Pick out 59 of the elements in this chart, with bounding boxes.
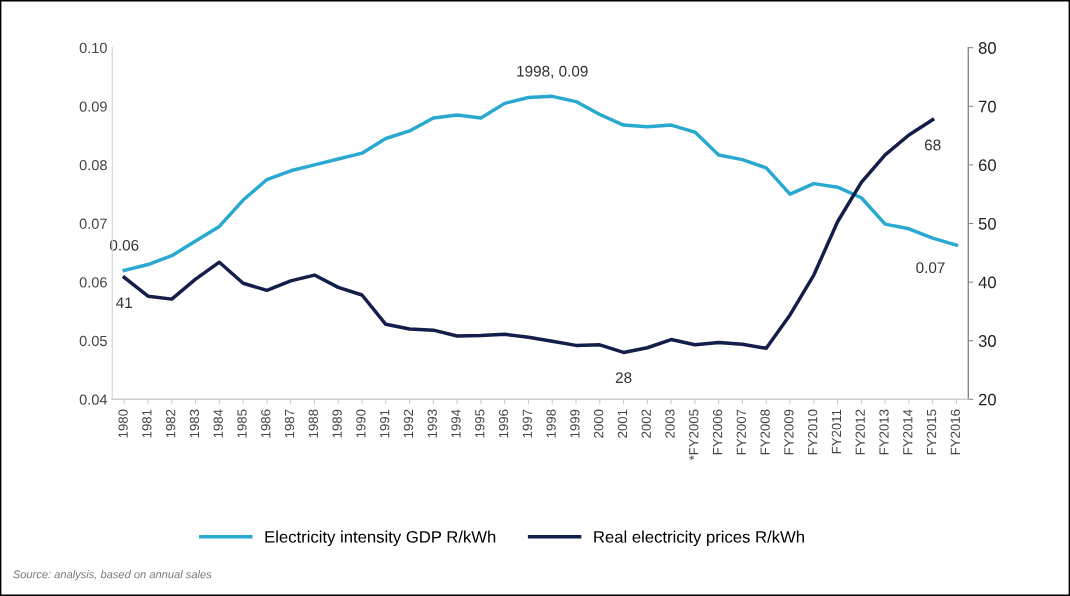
data-label: 41 xyxy=(116,297,132,308)
x-tick-label: FY2010 xyxy=(807,409,818,455)
x-tick-label: FY2012 xyxy=(855,409,865,455)
x-tick-label: FY2011 xyxy=(831,409,842,454)
x-tick-label: 1994 xyxy=(451,409,461,438)
x-tick-label: FY2014 xyxy=(903,409,913,455)
x-tick-label: 1990 xyxy=(356,409,366,438)
x-tick-label: 1982 xyxy=(165,409,176,438)
x-tick-label: 1984 xyxy=(213,409,223,438)
x-tick-label: 1988 xyxy=(308,409,318,438)
legend-label: Real electricity prices R/kWh xyxy=(594,530,804,547)
y-tick-label: 0.10 xyxy=(79,42,107,54)
x-tick-label: 1995 xyxy=(475,409,485,438)
legend-label: Electricity intensity GDP R/kWh xyxy=(265,530,496,547)
y2-tick-label: 50 xyxy=(978,217,996,230)
x-tick-label: 1993 xyxy=(427,409,437,438)
y-tick-label: 0.08 xyxy=(79,159,107,171)
x-tick-label: FY2006 xyxy=(712,409,723,455)
x-tick-label: 1987 xyxy=(284,409,295,438)
x-tick-label: 1986 xyxy=(261,409,271,438)
data-label: 0.07 xyxy=(916,262,945,274)
y-tick-label: 0.09 xyxy=(79,101,107,112)
y2-tick-label: 70 xyxy=(978,100,996,113)
x-tick-label: 1989 xyxy=(332,409,342,438)
y2-tick-label: 30 xyxy=(978,335,996,347)
source-note: Source: analysis, based on annual sales xyxy=(13,570,212,581)
y-tick-label: 0.07 xyxy=(79,218,107,229)
x-tick-label: 2001 xyxy=(617,409,628,438)
x-tick-label: 2000 xyxy=(593,409,604,438)
x-tick-label: 2002 xyxy=(641,409,651,438)
x-tick-label: 2003 xyxy=(665,409,675,438)
y2-tick-label: 80 xyxy=(978,42,996,54)
y-tick-label: 0.05 xyxy=(79,335,107,347)
y-tick-label: 0.04 xyxy=(79,394,108,405)
x-tick-label: 1981 xyxy=(142,409,152,438)
y2-tick-label: 60 xyxy=(978,159,996,172)
data-label: 1998, 0.09 xyxy=(517,65,588,79)
x-tick-label: FY2015 xyxy=(926,409,937,455)
y-tick-label: 0.06 xyxy=(79,277,107,288)
x-tick-label: 1996 xyxy=(498,409,509,438)
x-tick-label: 1980 xyxy=(118,409,128,438)
x-tick-label: 1998 xyxy=(546,409,556,438)
x-tick-label: FY2016 xyxy=(950,409,960,455)
x-tick-label: 1997 xyxy=(522,409,532,438)
x-tick-label: FY2007 xyxy=(736,409,746,455)
x-tick-label: FY2009 xyxy=(784,409,794,455)
data-label: 28 xyxy=(615,372,632,384)
x-tick-label: 1985 xyxy=(237,409,247,438)
data-label: 68 xyxy=(924,139,941,151)
y2-tick-label: 40 xyxy=(978,276,996,289)
x-tick-label: *FY2005 xyxy=(689,409,699,461)
x-tick-label: 1992 xyxy=(403,409,414,438)
x-tick-label: 1991 xyxy=(379,409,390,438)
data-label: 0.06 xyxy=(109,239,139,251)
x-tick-label: 1983 xyxy=(189,409,200,438)
x-tick-label: FY2008 xyxy=(760,409,770,455)
y2-tick-label: 20 xyxy=(978,393,996,406)
x-tick-label: FY2013 xyxy=(879,409,889,455)
x-tick-label: 1999 xyxy=(570,409,580,438)
